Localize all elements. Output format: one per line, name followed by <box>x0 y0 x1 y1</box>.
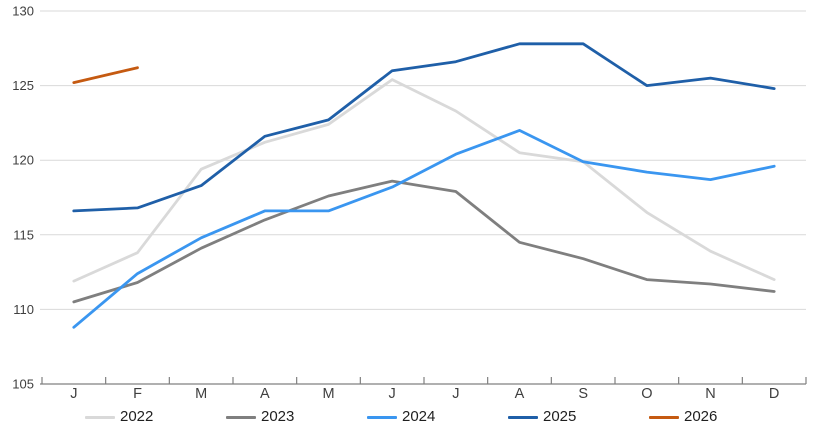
series-line-2023 <box>72 179 776 304</box>
x-axis-label-4: M <box>322 386 334 402</box>
legend-swatch-2024 <box>367 415 397 419</box>
series-line-2022 <box>72 78 776 283</box>
y-axis-label-105: 105 <box>12 377 34 392</box>
series-line-2024 <box>72 128 776 329</box>
legend-item-2025: 2025 <box>508 406 576 428</box>
chart-legend: 2022 2023 2024 2025 2026 <box>0 406 820 432</box>
series-line-2025 <box>72 42 776 213</box>
legend-swatch-2025 <box>508 415 538 419</box>
x-axis-label-7: A <box>515 386 525 402</box>
legend-label-2024: 2024 <box>402 408 436 425</box>
x-axis-label-5: J <box>389 386 396 402</box>
x-axis-label-1: F <box>133 386 142 402</box>
legend-item-2024: 2024 <box>367 406 435 428</box>
x-axis-label-11: D <box>769 386 779 402</box>
legend-label-2022: 2022 <box>120 408 154 425</box>
legend-label-2026: 2026 <box>684 408 718 425</box>
legend-item-2022: 2022 <box>85 406 153 428</box>
legend-item-2026: 2026 <box>649 406 717 428</box>
line-chart: 105 110 115 120 125 130 J F M A M J J A S O N D <box>12 4 807 402</box>
y-axis-label-130: 130 <box>12 4 34 19</box>
legend-swatch-2022 <box>85 415 115 419</box>
legend-item-2023: 2023 <box>226 406 294 428</box>
y-axis-label-115: 115 <box>13 227 34 242</box>
legend-swatch-2023 <box>226 415 256 419</box>
x-axis-label-10: N <box>705 386 715 402</box>
y-axis-label-110: 110 <box>13 302 34 317</box>
x-axis-label-3: A <box>260 386 270 402</box>
y-axis-label-120: 120 <box>12 153 34 168</box>
legend-swatch-2026 <box>649 415 679 419</box>
legend-label-2025: 2025 <box>543 408 577 425</box>
x-axis-label-2: M <box>195 386 207 402</box>
legend-label-2023: 2023 <box>261 408 295 425</box>
series-line-2026 <box>72 66 139 84</box>
x-axis-label-8: S <box>578 386 588 402</box>
y-axis-label-125: 125 <box>12 78 34 93</box>
x-axis-label-0: J <box>70 386 77 402</box>
x-axis-label-9: O <box>641 386 652 402</box>
x-axis-label-6: J <box>452 386 459 402</box>
